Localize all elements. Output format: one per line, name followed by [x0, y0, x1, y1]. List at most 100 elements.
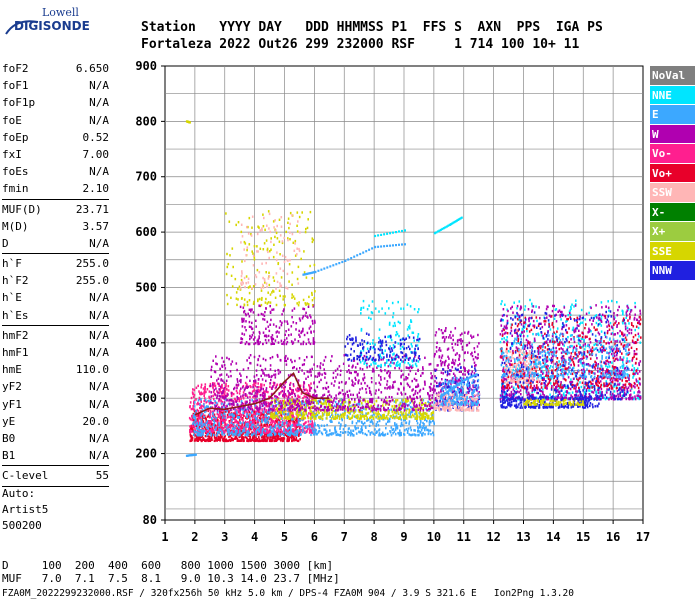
data-point	[255, 393, 257, 396]
data-point	[253, 380, 255, 383]
data-point	[311, 304, 314, 307]
data-point	[297, 422, 300, 425]
data-point	[406, 400, 408, 403]
data-point	[418, 426, 421, 429]
data-point	[223, 396, 225, 399]
data-point	[202, 430, 205, 433]
data-point	[429, 405, 432, 408]
data-point	[246, 246, 249, 249]
data-point	[323, 405, 326, 409]
data-point	[279, 407, 282, 410]
param-value: 0.52	[82, 130, 110, 144]
param-value: 3.57	[82, 219, 110, 233]
data-point	[270, 434, 273, 437]
data-point	[248, 216, 251, 220]
data-point	[254, 396, 257, 399]
data-point	[275, 429, 278, 433]
data-point	[362, 306, 365, 309]
data-point	[213, 415, 215, 418]
data-point	[368, 386, 371, 390]
data-point	[372, 342, 374, 345]
data-point	[249, 433, 252, 436]
data-point	[352, 405, 354, 408]
param-row: yF1 N/A	[2, 396, 109, 413]
data-point	[259, 428, 261, 431]
data-point	[407, 358, 410, 361]
data-point	[235, 383, 238, 387]
data-point	[254, 274, 257, 277]
data-point	[309, 325, 312, 328]
data-point	[293, 437, 295, 441]
data-point	[260, 393, 262, 397]
data-point	[396, 399, 399, 402]
data-point	[388, 348, 391, 351]
data-point	[378, 434, 380, 437]
data-point	[418, 402, 421, 405]
data-point	[230, 392, 233, 395]
data-point	[262, 331, 265, 334]
data-point	[380, 433, 383, 436]
data-point	[291, 293, 293, 296]
data-point	[395, 423, 398, 426]
data-point	[292, 295, 295, 298]
data-point	[352, 381, 354, 384]
data-point	[353, 370, 356, 374]
data-point	[266, 320, 269, 324]
data-point	[298, 329, 300, 333]
data-point	[278, 404, 280, 407]
data-point	[318, 371, 321, 375]
data-point	[405, 403, 407, 406]
data-point	[257, 342, 259, 346]
data-point	[249, 401, 251, 405]
data-point	[303, 333, 306, 337]
data-point	[235, 430, 238, 434]
data-point	[300, 257, 302, 261]
data-point	[275, 405, 277, 408]
data-point	[193, 393, 196, 397]
data-point	[243, 430, 245, 433]
data-point	[383, 399, 386, 402]
data-point	[402, 415, 405, 418]
data-point	[292, 424, 295, 427]
data-point	[271, 339, 273, 343]
data-point	[190, 439, 193, 442]
data-point	[364, 405, 367, 408]
data-point	[241, 332, 243, 335]
data-point	[263, 318, 266, 321]
data-point	[369, 420, 372, 424]
data-point	[264, 436, 266, 439]
data-point	[391, 398, 394, 402]
data-point	[343, 413, 346, 417]
data-point	[215, 417, 217, 420]
data-point	[400, 418, 403, 421]
data-point	[299, 401, 301, 405]
data-point	[345, 353, 347, 356]
data-point	[312, 238, 315, 242]
data-point	[384, 416, 386, 420]
data-point	[251, 226, 253, 229]
data-point	[262, 410, 265, 413]
data-point	[243, 408, 245, 411]
data-point	[251, 327, 253, 331]
data-point	[399, 402, 402, 405]
data-point	[297, 370, 300, 373]
data-point	[195, 430, 198, 434]
data-point	[308, 386, 311, 389]
data-point	[312, 415, 315, 418]
data-point	[387, 335, 389, 339]
data-point	[204, 407, 206, 411]
data-point	[276, 353, 279, 357]
data-point	[322, 363, 324, 366]
data-point	[369, 389, 371, 393]
data-point	[247, 430, 249, 433]
data-point	[232, 265, 234, 269]
data-point	[309, 409, 311, 412]
data-point	[197, 399, 200, 402]
data-point	[417, 335, 419, 338]
data-point	[315, 409, 318, 412]
data-point	[240, 241, 242, 244]
data-point	[211, 418, 213, 421]
data-point	[268, 439, 271, 442]
data-point	[364, 400, 367, 403]
params-separator	[2, 198, 109, 200]
